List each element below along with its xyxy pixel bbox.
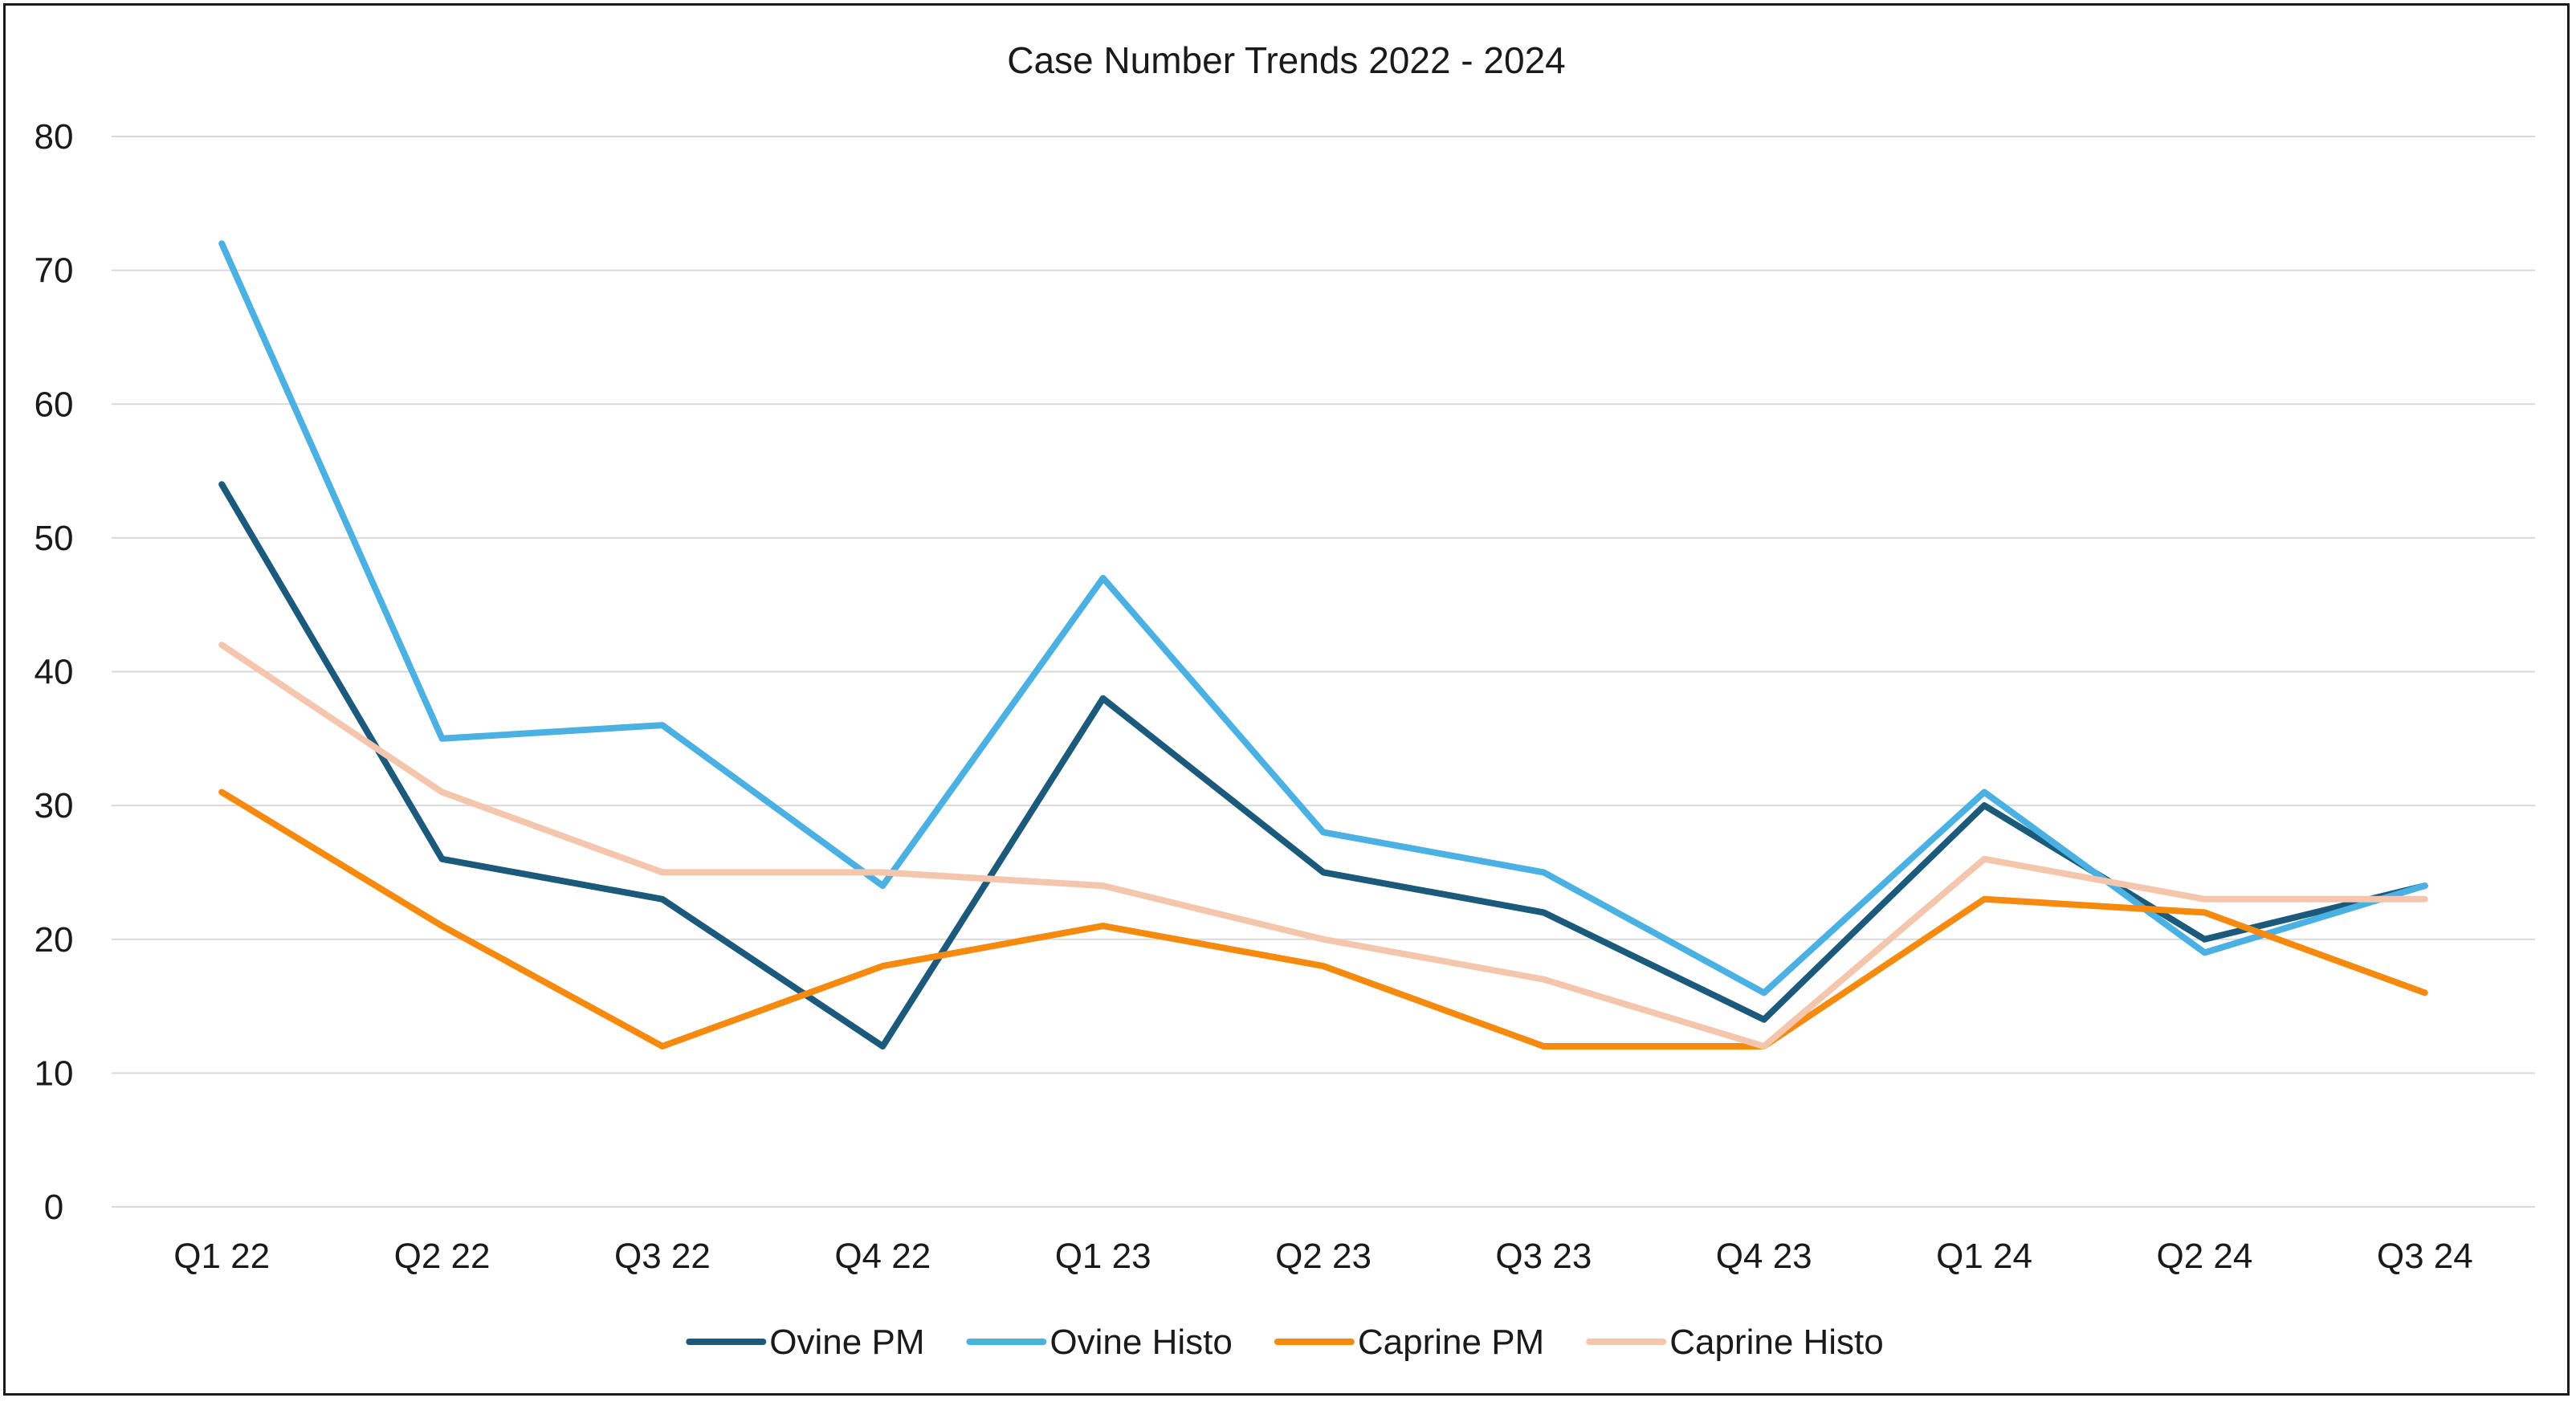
x-tick-label: Q1 23 <box>1055 1237 1151 1276</box>
x-tick-label: Q4 22 <box>834 1237 931 1276</box>
series-line-caprine-histo <box>218 642 2428 1049</box>
y-tick-label: 0 <box>44 1188 63 1227</box>
legend-item: Caprine PM <box>1274 1323 1544 1362</box>
chart-frame: Case Number Trends 2022 - 2024 0 10 20 30 40… <box>3 3 2570 1396</box>
chart-title: Case Number Trends 2022 - 2024 <box>1007 39 1566 81</box>
x-tick-label: Q3 22 <box>614 1237 711 1276</box>
series-line-ovine-pm <box>218 481 2428 1049</box>
x-tick-label: Q2 22 <box>394 1237 491 1276</box>
x-tick-label: Q1 24 <box>1936 1237 2032 1276</box>
grid-layer <box>112 136 2535 1208</box>
legend-item: Ovine Histo <box>966 1323 1233 1362</box>
legend-label: Caprine Histo <box>1669 1323 1884 1362</box>
legend-label: Ovine Histo <box>1050 1323 1232 1362</box>
y-tick-label: 40 <box>35 653 74 692</box>
legend: Ovine PM Ovine Histo Caprine PM Caprine His… <box>686 1323 1884 1362</box>
line-chart: Case Number Trends 2022 - 2024 0 10 20 30 40… <box>35 39 2535 1362</box>
legend-label: Caprine PM <box>1358 1323 1544 1362</box>
y-tick-label: 70 <box>35 251 74 291</box>
x-tick-label: Q2 24 <box>2157 1237 2253 1276</box>
series-layer <box>218 240 2428 1049</box>
x-tick-label: Q3 24 <box>2377 1237 2473 1276</box>
legend-label: Ovine PM <box>769 1323 924 1362</box>
legend-item: Caprine Histo <box>1586 1323 1884 1362</box>
series-line-caprine-pm <box>218 789 2428 1049</box>
legend-item: Ovine PM <box>686 1323 924 1362</box>
x-tick-label: Q3 23 <box>1495 1237 1592 1276</box>
series-line-ovine-histo <box>218 240 2428 996</box>
y-tick-label: 30 <box>35 786 74 825</box>
x-tick-label: Q1 22 <box>173 1237 270 1276</box>
y-tick-label: 60 <box>35 385 74 424</box>
y-tick-label: 50 <box>35 519 74 558</box>
y-axis-tick-labels: 0 10 20 30 40 50 60 70 80 <box>35 117 74 1227</box>
y-tick-label: 80 <box>35 117 74 157</box>
y-tick-label: 20 <box>35 920 74 960</box>
x-tick-label: Q4 23 <box>1716 1237 1812 1276</box>
x-tick-label: Q2 23 <box>1275 1237 1372 1276</box>
y-tick-label: 10 <box>35 1054 74 1093</box>
x-axis-tick-labels: Q1 22 Q2 22 Q3 22 Q4 22 Q1 23 Q2 23 Q3 23 Q4 23… <box>173 1237 2473 1276</box>
